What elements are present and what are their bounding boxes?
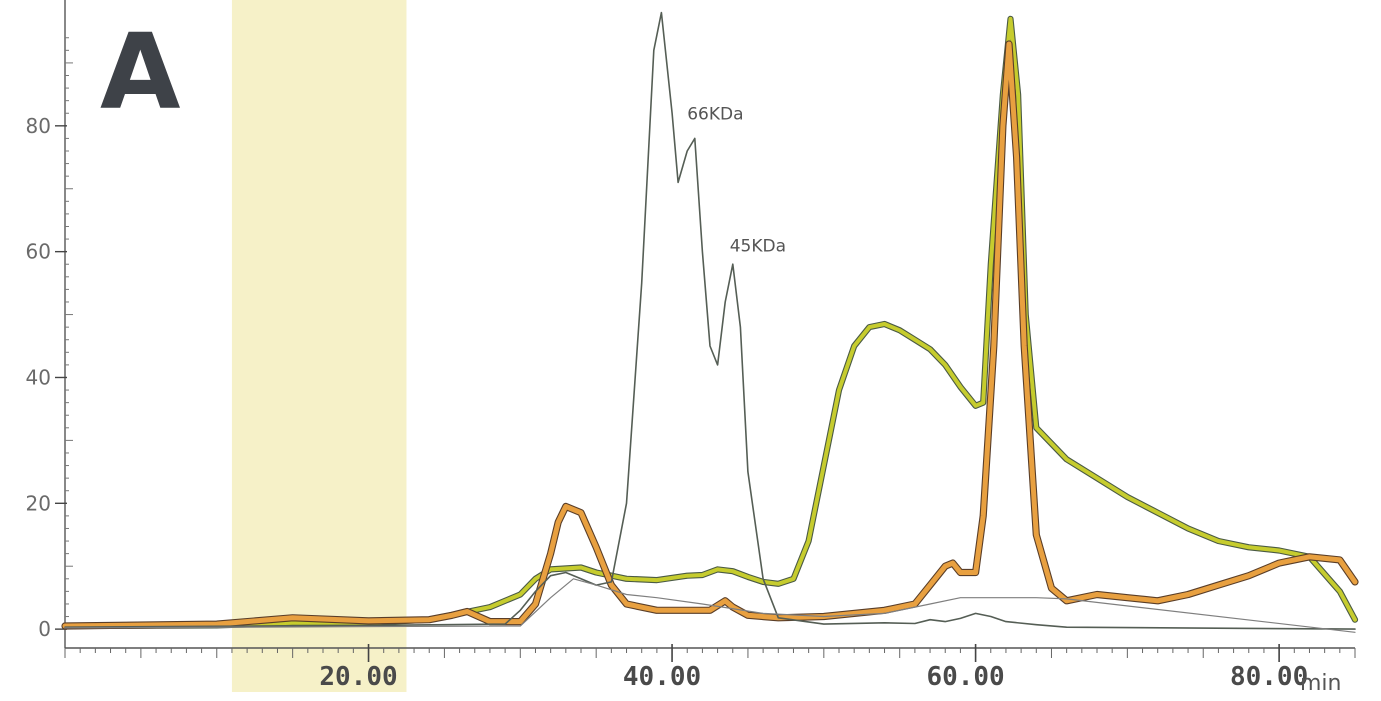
x-tick-label: 40.00 — [623, 662, 701, 692]
x-tick-label: 80.00 — [1230, 662, 1308, 692]
peak-annotation: 66KDa — [687, 105, 743, 125]
series-2-line — [62, 41, 1358, 629]
y-tick-label: 60 — [26, 240, 51, 264]
y-tick-label: 20 — [26, 491, 51, 515]
highlight-band — [231, 0, 407, 692]
peak-annotation: 45KDa — [730, 237, 786, 257]
x-axis-unit-label: min — [1300, 671, 1342, 696]
series-3-line — [64, 11, 1356, 630]
x-tick-label: 60.00 — [926, 662, 1004, 692]
panel-label: A — [100, 11, 181, 133]
x-tick-label: 20.00 — [319, 662, 397, 692]
y-tick-label: 0 — [38, 617, 51, 641]
y-tick-label: 40 — [26, 365, 51, 389]
y-tick-label: 80 — [26, 114, 51, 138]
series-4-line — [64, 578, 1356, 633]
